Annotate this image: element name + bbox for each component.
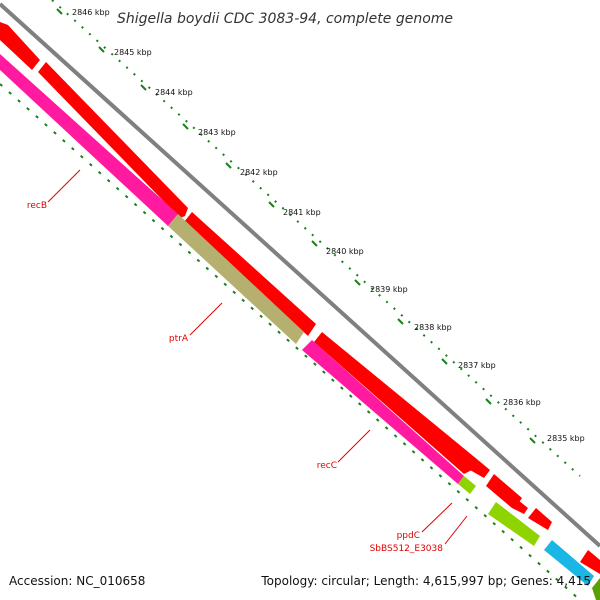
cds-arrow — [528, 508, 552, 530]
tick-label: 2843 kbp — [198, 128, 236, 137]
gene-leaders — [47, 169, 468, 545]
tick-label: 2842 kbp — [240, 168, 278, 177]
cds-arrow — [486, 474, 522, 508]
tick-label: 2840 kbp — [326, 247, 364, 256]
gene-label-recC: recC — [317, 461, 337, 471]
accession-text: Accession: NC_010658 — [9, 574, 145, 588]
cds-arrow — [580, 550, 600, 574]
cds-arrow — [512, 500, 528, 514]
tick-label: 2841 kbp — [283, 208, 321, 217]
summary-text: Topology: circular; Length: 4,615,997 bp… — [260, 574, 591, 588]
tick-label: 2836 kbp — [503, 398, 541, 407]
tick-label: 2846 kbp — [72, 8, 110, 17]
gene-band-olive — [168, 214, 304, 344]
gene-track — [0, 54, 600, 600]
cds-track — [0, 22, 600, 574]
cds-arrow — [38, 62, 188, 218]
major-tick-marks — [56, 8, 536, 444]
tick-label: 2845 kbp — [114, 48, 152, 57]
tick-label: 2837 kbp — [458, 361, 496, 370]
gene-labels: recB ptrA recC ppdC SbBS512_E3038 — [27, 201, 443, 554]
cds-arrow — [0, 22, 40, 70]
gene-label-SbBS512_E3038: SbBS512_E3038 — [370, 544, 444, 554]
tick-label: 2844 kbp — [155, 88, 193, 97]
gene-band-green — [458, 476, 476, 494]
gene-band-green — [488, 502, 540, 546]
tick-label: 2839 kbp — [370, 285, 408, 294]
cds-arrow — [314, 332, 478, 474]
outer-dotted-scale — [51, 0, 581, 477]
cds-arrow — [184, 212, 316, 336]
gene-label-recB: recB — [27, 201, 47, 211]
genome-backbone — [0, 2, 600, 548]
kbp-tick-labels: 2846 kbp 2845 kbp 2844 kbp 2843 kbp 2842… — [72, 8, 585, 443]
map-title: Shigella boydii CDC 3083-94, complete ge… — [117, 11, 453, 27]
gene-band-pink — [302, 340, 464, 484]
tick-label: 2838 kbp — [414, 323, 452, 332]
gene-band-blue — [544, 540, 594, 586]
gene-band-pink — [0, 54, 178, 226]
inner-dotted-scale — [0, 83, 581, 600]
cds-arrow — [470, 460, 490, 478]
tick-label: 2835 kbp — [547, 434, 585, 443]
gene-label-ppdC: ppdC — [397, 531, 420, 541]
gene-band-green — [592, 578, 600, 600]
gene-label-ptrA: ptrA — [169, 334, 189, 344]
